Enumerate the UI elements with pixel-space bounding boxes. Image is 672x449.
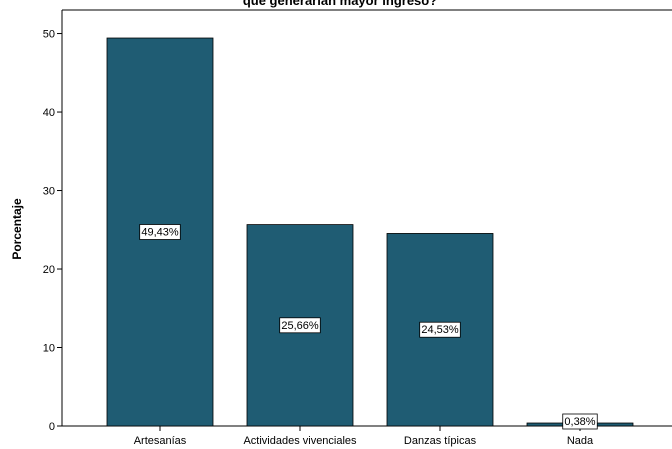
data-label-box-3 bbox=[562, 413, 598, 430]
data-label-2: 24,53% bbox=[421, 324, 459, 336]
x-tick-label-0: Artesanías bbox=[134, 435, 187, 447]
y-tick-label-4: 40 bbox=[43, 107, 55, 119]
chart-title: que generarían mayor ingreso? bbox=[243, 0, 437, 8]
data-label-3: 0,38% bbox=[564, 416, 595, 428]
data-label-1: 25,66% bbox=[281, 320, 319, 332]
y-tick-label-1: 10 bbox=[43, 343, 55, 355]
y-tick-label-3: 30 bbox=[43, 186, 55, 198]
y-axis-label: Porcentaje bbox=[10, 198, 24, 260]
x-tick-label-1: Actividades vivenciales bbox=[243, 435, 357, 447]
x-tick-label-2: Danzas típicas bbox=[404, 435, 477, 447]
data-label-0: 49,43% bbox=[141, 227, 179, 239]
y-tick-label-5: 50 bbox=[43, 29, 55, 41]
data-label-box-2 bbox=[419, 321, 461, 338]
y-tick-label-0: 0 bbox=[49, 421, 55, 433]
data-label-box-1 bbox=[279, 317, 321, 334]
bar-0 bbox=[106, 37, 214, 427]
plot-area: 0 10 20 30 40 50 Artesanías 49,43% Actividades v… bbox=[43, 9, 672, 447]
data-label-box-0 bbox=[139, 224, 181, 240]
y-tick-label-2: 20 bbox=[43, 264, 55, 276]
x-tick-label-3: Nada bbox=[567, 435, 594, 447]
